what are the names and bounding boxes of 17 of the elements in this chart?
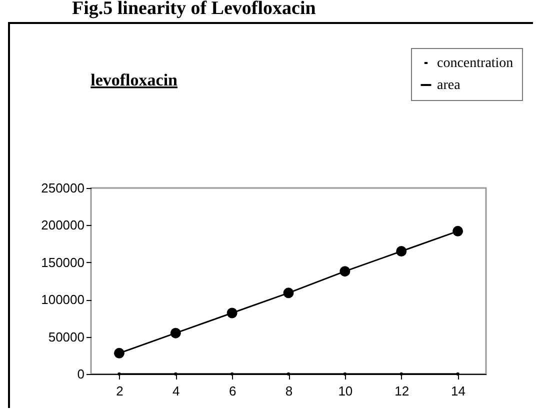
chart-title: Fig.5 linearity of Levofloxacin <box>71 0 317 19</box>
x-tick-label: 10 <box>338 384 353 398</box>
x-tick-label: 8 <box>285 384 293 398</box>
x-tick-label: 6 <box>228 384 236 398</box>
y-tick-label: 250000 <box>41 180 84 196</box>
legend-label: area <box>437 78 462 93</box>
x-tick-label: 2 <box>116 384 124 398</box>
y-tick-label: 150000 <box>41 254 84 270</box>
x-tick-label: 12 <box>394 384 410 398</box>
y-tick-label: 50000 <box>48 329 84 344</box>
y-tick-label: 0 <box>77 366 84 382</box>
y-tick-label: 100000 <box>41 292 84 308</box>
legend-label: concentration <box>437 56 514 71</box>
chart-subtitle: levofloxacin <box>90 70 178 90</box>
x-tick-label: 14 <box>451 384 466 398</box>
x-tick-label: 4 <box>172 384 180 398</box>
y-tick-label: 200000 <box>41 218 84 233</box>
